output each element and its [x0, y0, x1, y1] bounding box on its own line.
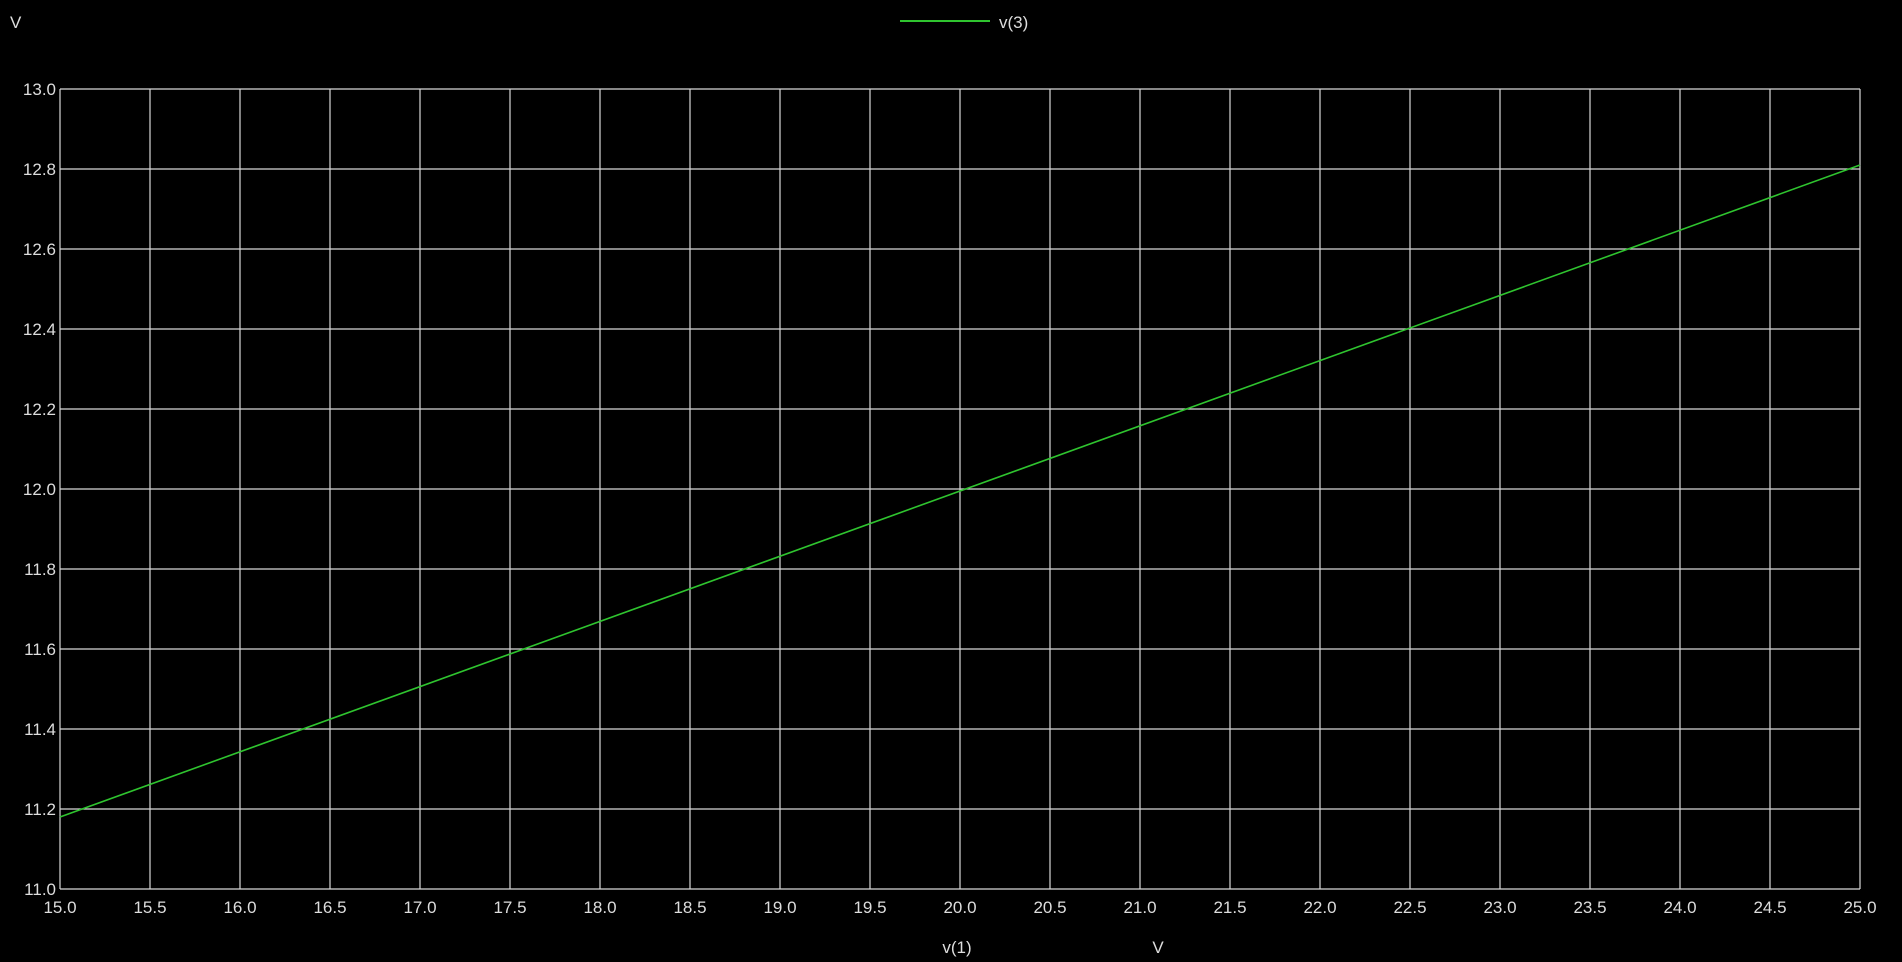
x-tick-label: 22.0 [1303, 898, 1336, 917]
y-tick-label: 11.6 [24, 640, 56, 659]
x-tick-label: 21.0 [1123, 898, 1156, 917]
x-tick-label: 15.5 [133, 898, 166, 917]
y-tick-label: 11.0 [24, 880, 56, 899]
x-tick-label: 17.0 [403, 898, 436, 917]
x-tick-label: 23.0 [1483, 898, 1516, 917]
x-tick-label: 21.5 [1213, 898, 1246, 917]
y-tick-label: 12.0 [23, 480, 56, 499]
x-tick-label: 17.5 [493, 898, 526, 917]
x-axis-label: v(1) [942, 938, 971, 957]
x-tick-label: 24.0 [1663, 898, 1696, 917]
x-tick-label: 18.0 [583, 898, 616, 917]
x-tick-label: 16.5 [313, 898, 346, 917]
legend[interactable]: v(3) [900, 13, 1028, 32]
x-tick-label: 18.5 [673, 898, 706, 917]
series-layer [59, 164, 1861, 818]
y-tick-label: 11.8 [24, 560, 56, 579]
y-tick-label: 12.4 [23, 320, 56, 339]
y-tick-label: 13.0 [23, 80, 56, 99]
x-tick-label: 25.0 [1843, 898, 1876, 917]
grid-lines [59, 88, 1861, 890]
x-tick-label: 20.0 [943, 898, 976, 917]
x-tick-label: 19.5 [853, 898, 886, 917]
legend-label-v3: v(3) [999, 13, 1028, 32]
x-tick-label: 22.5 [1393, 898, 1426, 917]
x-tick-label: 16.0 [223, 898, 256, 917]
y-tick-label: 12.8 [23, 160, 56, 179]
x-tick-label: 24.5 [1753, 898, 1786, 917]
series-line-v3 [59, 164, 1861, 818]
x-tick-label: 23.5 [1573, 898, 1606, 917]
x-tick-label: 15.0 [43, 898, 76, 917]
tick-labels: 15.0 15.5 16.0 16.5 17.0 17.5 18.0 18.5 19.0 19.5… [23, 80, 1877, 917]
y-tick-label: 11.2 [24, 800, 56, 819]
y-tick-label: 11.4 [24, 720, 56, 739]
y-axis-unit-label: V [10, 13, 22, 32]
y-tick-label: 12.2 [23, 400, 56, 419]
y-tick-label: 12.6 [23, 240, 56, 259]
x-axis-unit-label: V [1152, 938, 1164, 957]
x-tick-label: 20.5 [1033, 898, 1066, 917]
x-tick-label: 19.0 [763, 898, 796, 917]
